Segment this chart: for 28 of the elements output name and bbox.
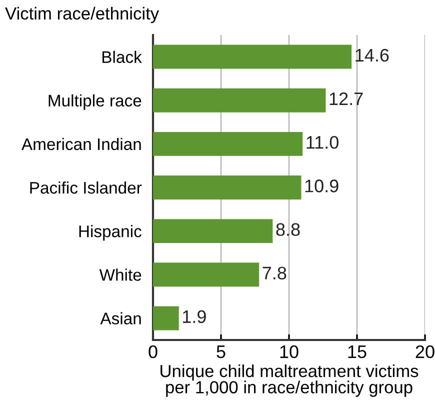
data-label: 1.9 (182, 310, 206, 324)
x-tick-label: 5 (216, 346, 226, 358)
y-tick-label: Multiple race (48, 94, 142, 110)
y-tick-label: White (99, 268, 142, 281)
bar (153, 176, 302, 200)
y-tick-label: Asian (100, 312, 141, 324)
x-tick-label: 20 (416, 345, 434, 358)
bar (153, 262, 260, 287)
bar (153, 88, 326, 112)
x-tick-label: 10 (280, 345, 298, 358)
x-axis-title: Unique child maltreatment victims per 1,000 in race/ethnicity group (160, 364, 418, 397)
bar (153, 44, 352, 69)
data-label: 10.9 (305, 180, 338, 192)
data-label: 7.8 (262, 266, 286, 280)
y-tick-label: Black (102, 50, 142, 63)
data-label: 8.8 (276, 223, 300, 236)
y-axis-title: Victim race/ethnicity (5, 6, 160, 24)
data-label: 14.6 (356, 48, 389, 62)
bar (153, 132, 303, 156)
x-tick-label: 0 (148, 345, 158, 358)
data-label: 12.7 (330, 92, 363, 106)
data-label: 11.0 (306, 136, 338, 149)
x-tick-label: 15 (348, 346, 366, 358)
y-tick-label: Pacific Islander (30, 181, 142, 194)
bar (153, 219, 273, 244)
bar (153, 306, 179, 330)
y-tick-label: American Indian (21, 138, 141, 150)
y-tick-label: Hispanic (79, 225, 142, 241)
